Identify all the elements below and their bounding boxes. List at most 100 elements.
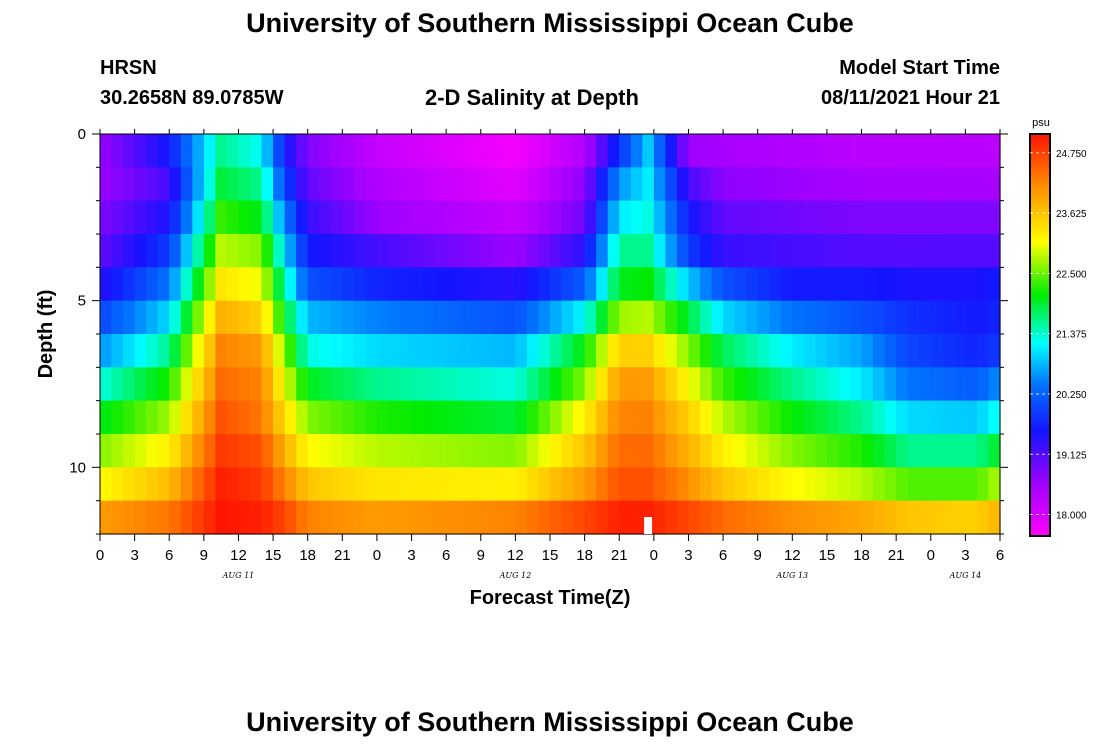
heatmap-cell bbox=[330, 467, 343, 502]
heatmap-cell bbox=[723, 400, 736, 435]
heatmap-cell bbox=[550, 234, 563, 268]
heatmap-cell bbox=[192, 334, 205, 368]
heatmap-cell bbox=[330, 500, 343, 535]
heatmap-cell bbox=[838, 367, 851, 402]
heatmap-cell bbox=[873, 134, 886, 168]
heatmap-cell bbox=[307, 334, 320, 368]
heatmap-cell bbox=[469, 134, 482, 168]
heatmap-cell bbox=[250, 300, 263, 335]
heatmap-cell bbox=[676, 200, 690, 235]
heatmap-cell bbox=[700, 167, 713, 202]
heatmap-cell bbox=[100, 267, 113, 302]
heatmap-cell bbox=[734, 367, 747, 402]
heatmap-cell bbox=[642, 334, 655, 368]
heatmap-cell bbox=[526, 400, 540, 435]
heatmap-cell bbox=[930, 200, 943, 235]
heatmap-cell bbox=[573, 234, 586, 268]
heatmap-cell bbox=[988, 234, 1001, 268]
heatmap-cell bbox=[457, 334, 470, 368]
heatmap-cell bbox=[342, 267, 355, 302]
heatmap-cell bbox=[469, 334, 482, 368]
heatmap-cell bbox=[284, 267, 297, 302]
heatmap-cell bbox=[561, 334, 574, 368]
heatmap-cell bbox=[596, 134, 609, 168]
colorbar-unit: psu bbox=[1032, 117, 1050, 129]
heatmap-cell bbox=[688, 434, 701, 468]
heatmap-cell bbox=[446, 134, 459, 168]
heatmap-cell bbox=[642, 400, 655, 435]
heatmap-cell bbox=[284, 234, 297, 268]
heatmap-cell bbox=[861, 234, 874, 268]
heatmap-cell bbox=[826, 200, 840, 235]
heatmap-cell bbox=[665, 467, 678, 502]
heatmap-cell bbox=[550, 500, 563, 535]
heatmap-cell bbox=[930, 267, 943, 302]
heatmap-cell bbox=[596, 234, 609, 268]
heatmap-cell bbox=[169, 167, 182, 202]
heatmap-cell bbox=[423, 167, 436, 202]
heatmap-cell bbox=[388, 300, 401, 335]
heatmap-cell bbox=[457, 134, 470, 168]
heatmap-cell bbox=[711, 234, 724, 268]
heatmap-cell bbox=[861, 400, 874, 435]
x-tick-label: 9 bbox=[754, 547, 762, 564]
heatmap-cell bbox=[180, 500, 193, 535]
heatmap-cell bbox=[700, 400, 713, 435]
heatmap-cell bbox=[388, 434, 401, 468]
heatmap-cell bbox=[157, 400, 170, 435]
station-name: HRSN bbox=[100, 57, 157, 79]
heatmap-cell bbox=[457, 367, 470, 402]
heatmap-cell bbox=[896, 234, 909, 268]
heatmap-cell bbox=[561, 400, 574, 435]
heatmap-cell bbox=[896, 367, 909, 402]
heatmap-cell bbox=[711, 367, 724, 402]
heatmap-cell bbox=[423, 500, 436, 535]
heatmap-cell bbox=[815, 167, 828, 202]
heatmap-cell bbox=[238, 467, 251, 502]
heatmap-cell bbox=[734, 300, 747, 335]
heatmap-cell bbox=[815, 367, 828, 402]
heatmap-cell bbox=[896, 334, 909, 368]
heatmap-cell bbox=[734, 400, 747, 435]
heatmap-cell bbox=[480, 134, 493, 168]
heatmap-cell bbox=[226, 400, 240, 435]
heatmap-cell bbox=[942, 200, 955, 235]
heatmap-cell bbox=[376, 267, 390, 302]
heatmap-cell bbox=[273, 467, 286, 502]
heatmap-cell bbox=[100, 234, 113, 268]
heatmap-cell bbox=[573, 167, 586, 202]
heatmap-cell bbox=[296, 367, 309, 402]
heatmap-cell bbox=[619, 134, 632, 168]
heatmap-cell bbox=[146, 134, 159, 168]
heatmap-cell bbox=[584, 267, 597, 302]
heatmap-cell bbox=[757, 400, 770, 435]
heatmap-cell bbox=[665, 367, 678, 402]
x-tick-label: 6 bbox=[719, 547, 727, 564]
heatmap-cells bbox=[100, 134, 1001, 535]
heatmap-cell bbox=[457, 300, 470, 335]
heatmap-cell bbox=[457, 400, 470, 435]
heatmap-cell bbox=[780, 200, 793, 235]
heatmap-cell bbox=[330, 334, 343, 368]
heatmap-cell bbox=[907, 134, 920, 168]
heatmap-cell bbox=[850, 267, 863, 302]
heatmap-cell bbox=[157, 234, 170, 268]
heatmap-cell bbox=[353, 200, 366, 235]
heatmap-cell bbox=[146, 300, 159, 335]
heatmap-cell bbox=[100, 300, 113, 335]
x-axis-label: Forecast Time(Z) bbox=[470, 587, 631, 609]
heatmap-cell bbox=[457, 467, 470, 502]
heatmap-cell bbox=[734, 334, 747, 368]
heatmap-cell bbox=[792, 300, 805, 335]
heatmap-cell bbox=[157, 267, 170, 302]
heatmap-cell bbox=[203, 267, 216, 302]
y-tick-label: 10 bbox=[69, 459, 86, 476]
heatmap-cell bbox=[226, 434, 240, 468]
heatmap-cell bbox=[596, 367, 609, 402]
heatmap-cell bbox=[953, 467, 966, 502]
heatmap-cell bbox=[376, 200, 390, 235]
heatmap-cell bbox=[261, 134, 274, 168]
heatmap-cell bbox=[492, 134, 505, 168]
heatmap-cell bbox=[630, 467, 643, 502]
heatmap-cell bbox=[250, 400, 263, 435]
